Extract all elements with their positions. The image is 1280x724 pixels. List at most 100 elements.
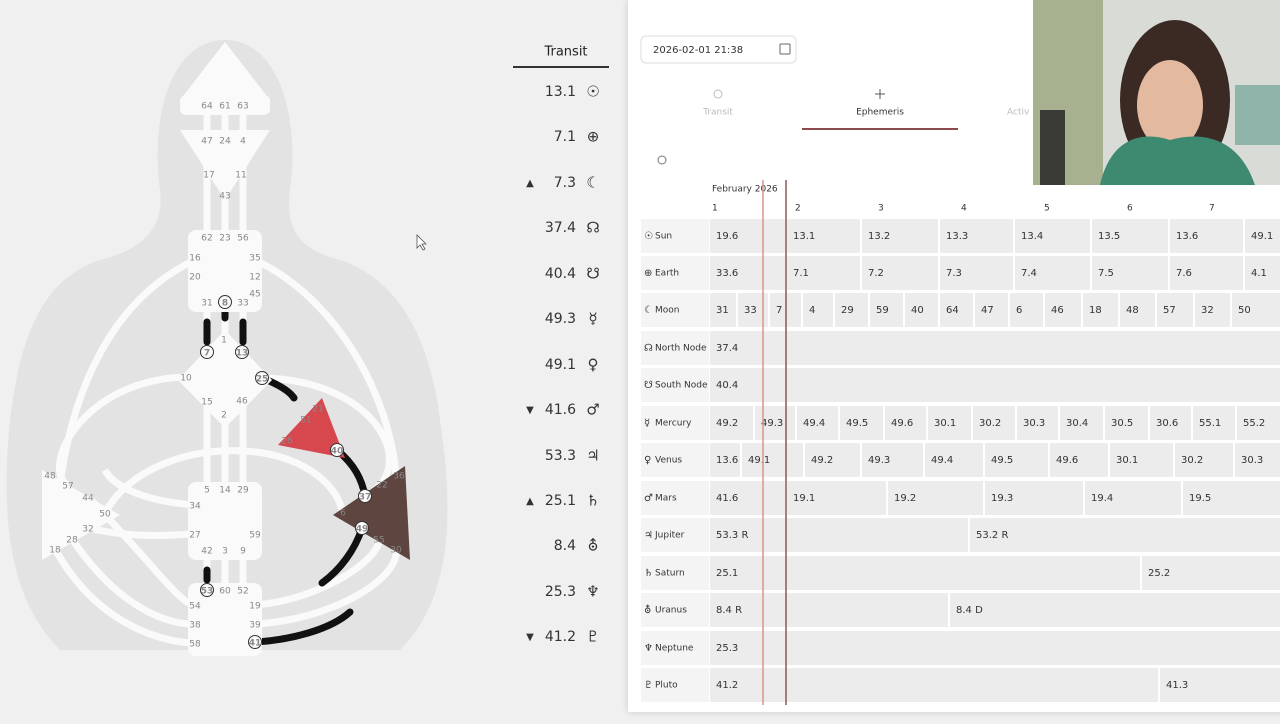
gate-number: 28 [66, 536, 78, 546]
tab[interactable]: Transit [702, 108, 733, 118]
gate-number: 51 [300, 416, 311, 426]
planet-name: Jupiter [654, 531, 685, 541]
cell-value: 53.3 R [716, 530, 748, 541]
ephemeris-cell[interactable] [1092, 219, 1168, 253]
row-header [641, 219, 709, 253]
planet-symbol: ♆ [644, 643, 653, 654]
ephemeris-cell[interactable] [1092, 256, 1168, 290]
ephemeris-cell[interactable] [710, 219, 785, 253]
ephemeris-cell[interactable] [1245, 256, 1280, 290]
ephemeris-cell[interactable] [1105, 406, 1148, 440]
ephemeris-cell[interactable] [787, 219, 860, 253]
transit-value: 8.4 [554, 538, 576, 554]
ephemeris-cell[interactable] [1160, 668, 1280, 702]
gate-number: 47 [201, 137, 212, 147]
ajna-center [180, 130, 270, 200]
ephemeris-cell[interactable] [1120, 293, 1155, 327]
ephemeris-cell[interactable] [797, 406, 838, 440]
ephemeris-cell[interactable] [840, 406, 883, 440]
ephemeris-cell[interactable] [1237, 406, 1280, 440]
ephemeris-cell[interactable] [973, 406, 1015, 440]
gate-marker [330, 443, 344, 457]
ephemeris-cell[interactable] [870, 293, 903, 327]
cell-value: 49.3 [761, 418, 783, 429]
ephemeris-cell[interactable] [1015, 219, 1090, 253]
ephemeris-cell[interactable] [1017, 406, 1058, 440]
ephemeris-cell[interactable] [1150, 406, 1191, 440]
row-header [641, 406, 709, 440]
ephemeris-cell[interactable] [710, 518, 968, 552]
ephemeris-cell[interactable] [940, 219, 1013, 253]
ephemeris-cell[interactable] [710, 331, 1280, 365]
ephemeris-cell[interactable] [928, 406, 971, 440]
ephemeris-cell[interactable] [1235, 443, 1280, 477]
help-icon[interactable] [657, 155, 667, 165]
ephemeris-cell[interactable] [710, 481, 785, 515]
ephemeris-cell[interactable] [1083, 293, 1118, 327]
planet-symbol: ⛢ [644, 604, 651, 616]
ephemeris-cell[interactable] [862, 256, 938, 290]
ephemeris-cell[interactable] [803, 293, 833, 327]
ephemeris-cell[interactable] [985, 481, 1083, 515]
row-header [641, 481, 709, 515]
ephemeris-cell[interactable] [742, 443, 803, 477]
ephemeris-cell[interactable] [710, 556, 1140, 590]
ephemeris-cell[interactable] [1232, 293, 1280, 327]
cell-value: 6 [1016, 305, 1022, 316]
ephemeris-cell[interactable] [885, 406, 926, 440]
cell-value: 57 [1163, 305, 1176, 316]
ephemeris-cell[interactable] [1015, 256, 1090, 290]
ephemeris-cell[interactable] [1157, 293, 1193, 327]
ephemeris-cell[interactable] [862, 443, 923, 477]
planet-name: Mercury [655, 419, 692, 429]
ephemeris-cell[interactable] [1183, 481, 1280, 515]
ephemeris-cell[interactable] [975, 293, 1008, 327]
gate-number: 42 [201, 547, 212, 557]
gate-number: 18 [49, 546, 61, 556]
ephemeris-cell[interactable] [925, 443, 983, 477]
ephemeris-cell[interactable] [787, 481, 886, 515]
bodygraph [6, 40, 448, 656]
ephemeris-cell[interactable] [1193, 406, 1235, 440]
ephemeris-cell[interactable] [1010, 293, 1043, 327]
ephemeris-cell[interactable] [710, 256, 785, 290]
ephemeris-cell[interactable] [1245, 219, 1280, 253]
ephemeris-cell[interactable] [1175, 443, 1233, 477]
date-input[interactable] [640, 35, 797, 64]
ephemeris-cell[interactable] [710, 631, 1280, 665]
ephemeris-cell[interactable] [940, 293, 973, 327]
ephemeris-cell[interactable] [805, 443, 860, 477]
ephemeris-cell[interactable] [755, 406, 795, 440]
ephemeris-cell[interactable] [710, 593, 948, 627]
ephemeris-cell[interactable] [710, 368, 1280, 402]
ephemeris-cell[interactable] [710, 668, 1158, 702]
ephemeris-cell[interactable] [950, 593, 1280, 627]
tab[interactable]: Activ [1007, 108, 1030, 118]
cell-value: 55.2 [1243, 418, 1265, 429]
ephemeris-cell[interactable] [710, 406, 753, 440]
ephemeris-cell[interactable] [862, 219, 938, 253]
ephemeris-cell[interactable] [835, 293, 868, 327]
ephemeris-cell[interactable] [1050, 443, 1108, 477]
gate-number: 46 [236, 397, 248, 407]
ephemeris-cell[interactable] [710, 443, 740, 477]
ephemeris-cell[interactable] [1195, 293, 1230, 327]
gate-number: 52 [237, 587, 248, 597]
tab[interactable]: Ephemeris [856, 108, 904, 118]
ephemeris-cell[interactable] [970, 518, 1280, 552]
ephemeris-cell[interactable] [1110, 443, 1173, 477]
ephemeris-cell[interactable] [1142, 556, 1280, 590]
ephemeris-cell[interactable] [1045, 293, 1081, 327]
gate-number: 2 [221, 411, 227, 421]
ephemeris-cell[interactable] [888, 481, 983, 515]
ephemeris-cell[interactable] [1085, 481, 1181, 515]
ephemeris-cell[interactable] [710, 293, 736, 327]
ephemeris-cell[interactable] [1060, 406, 1103, 440]
ephemeris-cell[interactable] [787, 256, 860, 290]
calendar-icon[interactable] [779, 43, 791, 55]
ephemeris-cell[interactable] [985, 443, 1048, 477]
ephemeris-cell[interactable] [905, 293, 938, 327]
ephemeris-cell[interactable] [940, 256, 1013, 290]
ephemeris-cell[interactable] [1170, 256, 1243, 290]
ephemeris-cell[interactable] [1170, 219, 1243, 253]
